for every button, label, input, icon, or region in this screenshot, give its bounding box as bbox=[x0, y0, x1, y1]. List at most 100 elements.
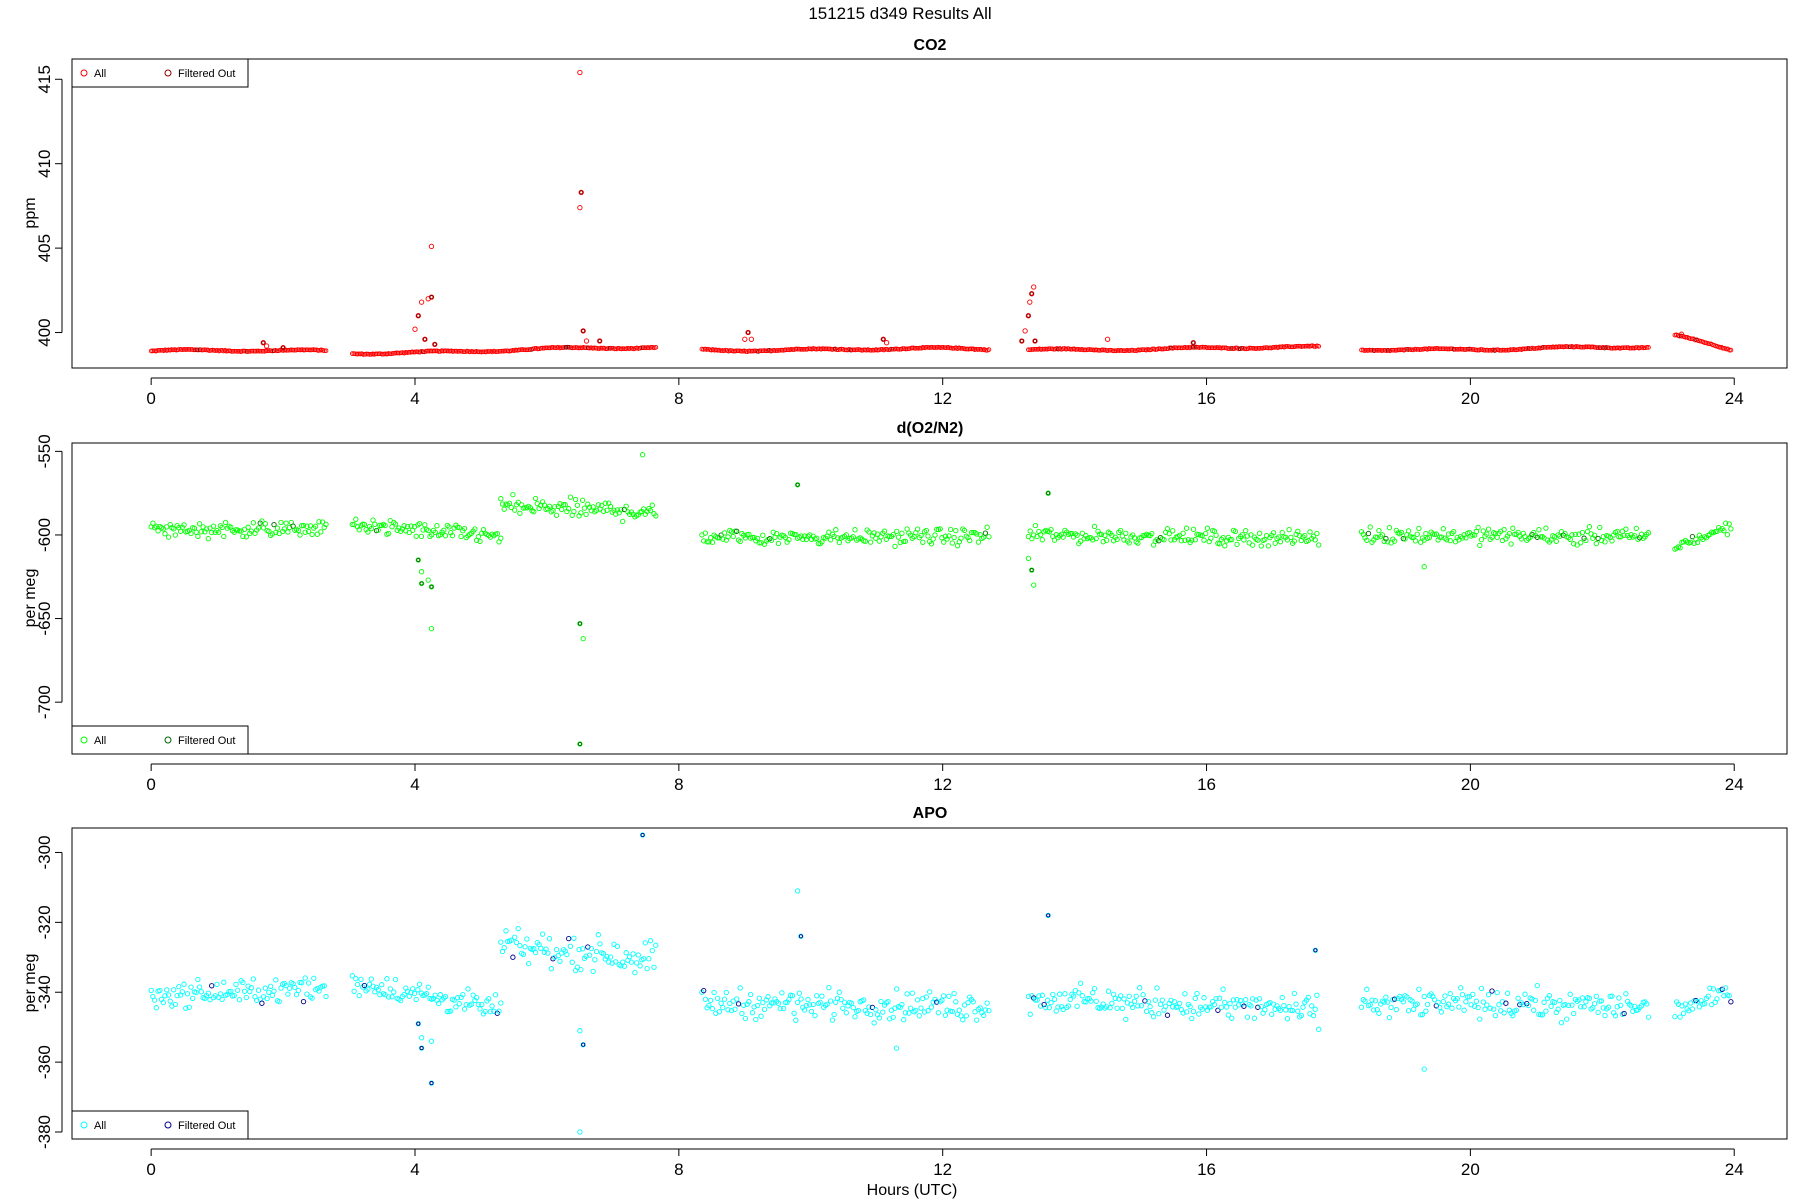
data-point bbox=[1616, 995, 1622, 1001]
data-point bbox=[914, 526, 921, 532]
data-point bbox=[592, 957, 598, 963]
data-point bbox=[505, 348, 511, 354]
data-point bbox=[555, 953, 561, 959]
data-point bbox=[1566, 344, 1571, 350]
data-point bbox=[1032, 346, 1038, 352]
data-point bbox=[254, 997, 260, 1004]
data-point bbox=[267, 983, 274, 989]
data-point bbox=[1293, 1001, 1299, 1007]
data-point bbox=[1091, 523, 1098, 530]
data-point bbox=[1135, 540, 1141, 546]
data-point bbox=[1477, 1016, 1483, 1022]
data-point bbox=[1694, 999, 1701, 1005]
data-point bbox=[1714, 996, 1720, 1002]
data-point bbox=[986, 534, 992, 540]
data-point bbox=[546, 503, 553, 509]
co2-legend-all-label: All bbox=[94, 68, 106, 80]
data-point bbox=[1579, 529, 1586, 536]
data-point bbox=[1222, 345, 1227, 351]
data-point bbox=[613, 959, 619, 965]
co2-y-axis-label: ppm bbox=[22, 197, 39, 228]
data-point bbox=[1026, 347, 1031, 353]
data-point bbox=[1705, 993, 1711, 999]
data-point bbox=[262, 985, 269, 991]
data-point bbox=[1445, 1001, 1452, 1007]
data-point bbox=[1307, 529, 1313, 535]
data-point bbox=[646, 956, 652, 962]
data-point bbox=[934, 526, 940, 533]
data-point bbox=[461, 1006, 468, 1012]
data-point bbox=[1046, 913, 1051, 918]
data-point bbox=[581, 328, 586, 333]
data-point bbox=[1696, 532, 1703, 538]
data-point bbox=[647, 938, 654, 944]
data-point bbox=[1312, 1006, 1318, 1012]
data-point bbox=[192, 347, 198, 353]
data-point bbox=[498, 939, 504, 945]
data-point bbox=[1074, 532, 1080, 538]
data-point bbox=[850, 534, 856, 540]
data-point bbox=[975, 347, 981, 352]
data-point bbox=[1411, 1006, 1417, 1012]
data-point bbox=[1405, 528, 1412, 534]
data-point bbox=[1258, 1003, 1264, 1010]
x-tick-label: 4 bbox=[410, 1160, 419, 1179]
data-point bbox=[833, 527, 839, 533]
data-point bbox=[1484, 1002, 1490, 1008]
data-point bbox=[768, 537, 775, 543]
data-point bbox=[552, 504, 558, 510]
data-point bbox=[798, 347, 804, 352]
data-point bbox=[819, 539, 825, 545]
data-point bbox=[967, 537, 973, 544]
data-point bbox=[428, 1038, 435, 1044]
data-point bbox=[735, 348, 741, 354]
apo-panel: APO per meg 0 4 8 12 16 20 24 -300 -320 -340 -360 -… bbox=[22, 805, 1788, 1179]
data-point bbox=[418, 569, 425, 575]
o2n2-panel: d(O2/N2) per meg 0 4 8 12 16 20 24 -550 -600 -650… bbox=[22, 420, 1788, 794]
data-point bbox=[1288, 534, 1294, 541]
data-point bbox=[867, 539, 874, 545]
data-point bbox=[517, 942, 523, 949]
data-point bbox=[1720, 345, 1726, 351]
data-point bbox=[1283, 1007, 1289, 1013]
data-point bbox=[983, 347, 989, 353]
data-point bbox=[1437, 346, 1443, 352]
data-point bbox=[923, 344, 929, 350]
data-point bbox=[1046, 346, 1052, 352]
data-point bbox=[153, 523, 159, 529]
data-point bbox=[186, 347, 192, 352]
data-point bbox=[392, 521, 399, 527]
data-point bbox=[432, 992, 438, 998]
data-point bbox=[1112, 995, 1118, 1002]
x-tick-label: 12 bbox=[933, 775, 952, 794]
data-point bbox=[1222, 543, 1228, 549]
data-point bbox=[590, 968, 596, 975]
data-point bbox=[583, 953, 589, 959]
data-point bbox=[1229, 1015, 1235, 1021]
data-point bbox=[1296, 533, 1303, 539]
data-point bbox=[389, 524, 395, 530]
data-point bbox=[1384, 539, 1391, 545]
data-point bbox=[422, 522, 428, 528]
data-point bbox=[349, 351, 355, 356]
data-point bbox=[791, 1010, 797, 1016]
x-tick-label: 24 bbox=[1725, 1160, 1744, 1179]
data-point bbox=[808, 1008, 815, 1015]
data-point bbox=[1168, 997, 1174, 1004]
data-point bbox=[939, 997, 945, 1003]
data-point bbox=[1645, 1014, 1652, 1020]
data-point bbox=[574, 502, 581, 508]
data-point bbox=[428, 294, 435, 300]
data-point bbox=[512, 507, 518, 513]
data-point bbox=[579, 190, 584, 195]
data-point bbox=[1191, 340, 1196, 345]
data-point bbox=[1032, 338, 1038, 344]
data-point bbox=[1239, 345, 1245, 351]
data-point bbox=[250, 520, 256, 526]
data-point bbox=[756, 540, 762, 546]
data-point bbox=[894, 986, 900, 992]
data-point bbox=[1616, 534, 1622, 540]
data-point bbox=[577, 69, 583, 76]
data-point bbox=[1032, 522, 1039, 529]
data-point bbox=[597, 338, 603, 344]
